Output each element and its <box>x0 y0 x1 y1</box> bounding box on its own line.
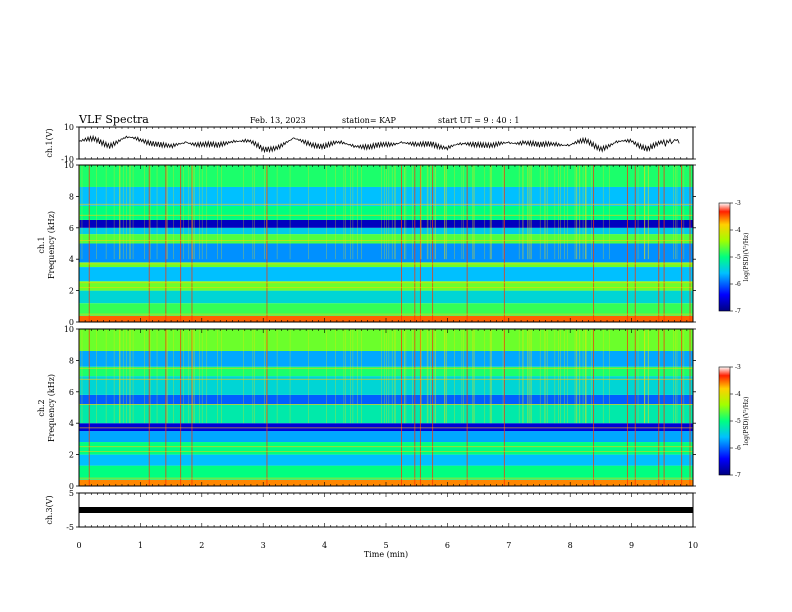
spectrogram-band <box>79 350 693 367</box>
y-tick-label: 8 <box>69 356 74 365</box>
colorbar-tick-label: -4 <box>735 391 741 398</box>
x-tick-label: 1 <box>138 541 143 550</box>
y-tick-label: 4 <box>69 419 74 428</box>
y-tick-label: 10 <box>64 123 74 132</box>
ch2-spectrogram-ylabel: ch.2 Frequency (kHz) <box>37 374 56 442</box>
y-tick-label: 8 <box>69 192 74 201</box>
x-tick-label: 10 <box>688 541 698 550</box>
spectrogram-band <box>79 423 693 432</box>
spectrogram-band <box>79 465 693 480</box>
ch2-colorbar-label: log(PSD)(V²/Hz) <box>743 397 750 446</box>
y-tick-label: 5 <box>69 489 74 498</box>
spectrogram-band <box>79 431 693 443</box>
spectrogram-band <box>79 219 693 228</box>
x-tick-label: 7 <box>506 541 511 550</box>
spectrogram-band <box>79 303 693 316</box>
ch3-waveform-ylabel: ch.3(V) <box>45 495 54 524</box>
ch1-waveform-line <box>78 134 680 154</box>
spectrogram-band <box>79 442 693 455</box>
ch1-colorbar-label: log(PSD)(V²/Hz) <box>743 233 750 282</box>
y-tick-label: 0 <box>69 318 74 327</box>
spectrogram-band <box>79 165 693 187</box>
colorbar-tick-label: -6 <box>735 445 741 452</box>
spectrogram-band <box>79 366 693 377</box>
y-tick-label: 4 <box>69 255 74 264</box>
spectrogram-band <box>79 234 693 244</box>
colorbar-tick-label: -3 <box>735 364 741 371</box>
ch1-waveform-plot <box>78 134 680 154</box>
spectrogram-band <box>79 290 693 304</box>
colorbar-tick-label: -7 <box>735 472 741 479</box>
figure-title: VLF Spectra <box>78 113 149 126</box>
y-tick-label: 6 <box>69 224 74 233</box>
ch2-spectrogram-plot <box>79 329 693 486</box>
ch2-colorbar-ticks: -3 -4 -5 -6 -7 <box>730 364 741 479</box>
svg-text:Frequency (kHz): Frequency (kHz) <box>47 374 56 442</box>
x-tick-label: 4 <box>322 541 327 550</box>
start-time-label: start UT = 9 : 40 : 1 <box>438 116 519 125</box>
spectrogram-band <box>79 376 693 395</box>
x-axis-label: Time (min) <box>364 550 408 559</box>
ch1-waveform-ylabel: ch.1(V) <box>45 128 54 157</box>
y-tick-label: 2 <box>69 287 74 296</box>
svg-text:Frequency (kHz): Frequency (kHz) <box>47 211 56 279</box>
x-tick-label: 9 <box>629 541 634 550</box>
y-tick-label: -5 <box>66 523 74 532</box>
svg-text:ch.1: ch.1 <box>37 236 46 253</box>
spectrogram-band <box>79 329 693 351</box>
x-tick-label: 6 <box>445 541 450 550</box>
ch1-spectrogram-plot <box>79 165 693 322</box>
x-tick-label: 3 <box>261 541 266 550</box>
colorbar-tick-label: -7 <box>735 308 741 315</box>
spectrogram-band <box>79 262 693 268</box>
y-tick-label: 2 <box>69 451 74 460</box>
y-tick-label: 10 <box>64 161 74 170</box>
colorbar-tick-label: -5 <box>735 254 741 261</box>
x-tick-label: 5 <box>383 541 388 550</box>
ch1-colorbar-ticks: -3 -4 -5 -6 -7 <box>730 200 741 315</box>
spectrogram-band <box>79 267 693 282</box>
colorbar-tick-label: -5 <box>735 418 741 425</box>
spectrogram-band <box>79 186 693 206</box>
spectrogram-band <box>79 227 693 235</box>
x-tick-label: 2 <box>199 541 204 550</box>
colorbar-tick-label: -3 <box>735 200 741 207</box>
x-tick-label: 8 <box>568 541 573 550</box>
y-tick-label: -10 <box>61 155 74 164</box>
spectrogram-band <box>79 281 693 291</box>
colorbar-tick-label: -6 <box>735 281 741 288</box>
spectrogram-band <box>79 205 693 220</box>
station-label: station= KAP <box>342 116 397 125</box>
y-tick-label: 0 <box>69 482 74 491</box>
spectrogram-band <box>79 404 693 424</box>
date-label: Feb. 13, 2023 <box>250 116 306 125</box>
spectrogram-band <box>79 243 693 263</box>
y-tick-label: 6 <box>69 388 74 397</box>
svg-text:ch.2: ch.2 <box>37 399 46 416</box>
spectrogram-band <box>79 394 693 405</box>
ch1-colorbar <box>718 202 731 312</box>
y-tick-label: 10 <box>64 325 74 334</box>
x-tick-label: 0 <box>76 541 81 550</box>
spectrogram-band <box>79 454 693 466</box>
ch3-signal-band <box>79 507 693 513</box>
colorbar-tick-label: -4 <box>735 227 741 234</box>
ch2-colorbar <box>718 366 731 476</box>
ch1-spectrogram-ylabel: ch.1 Frequency (kHz) <box>37 211 56 279</box>
